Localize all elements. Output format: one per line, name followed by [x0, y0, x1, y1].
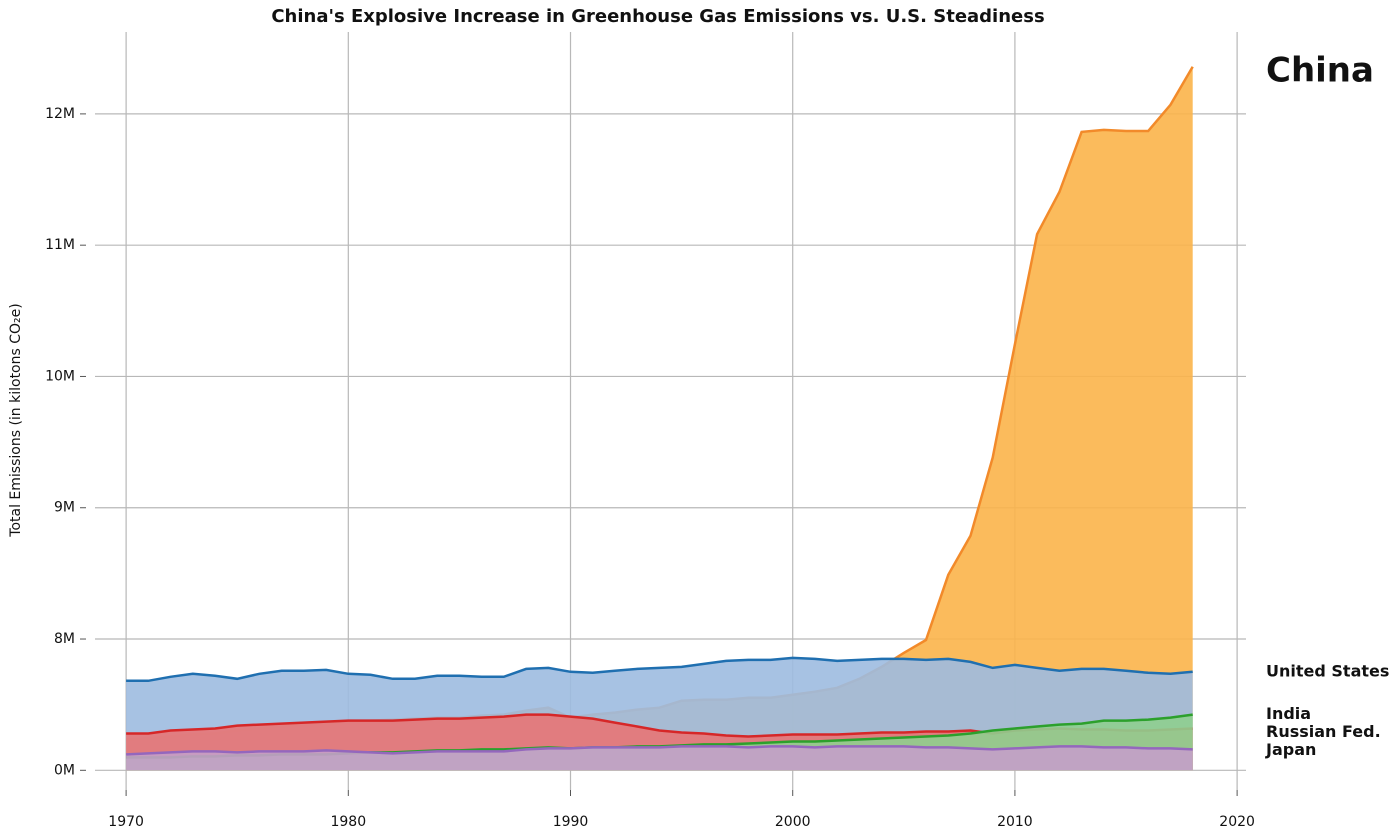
- x-tick-label: 2000: [775, 814, 811, 830]
- line: [126, 745, 1193, 756]
- legend-label: India: [1266, 704, 1311, 723]
- area: [126, 746, 1193, 771]
- y-axis-label: Total Emissions (in kilotons CO₂e): [8, 303, 24, 537]
- x-tick-label: 1970: [108, 814, 144, 830]
- x-tick-label: 1990: [553, 814, 589, 830]
- y-tick-label: 11M: [45, 237, 75, 253]
- x-tick-label: 1980: [330, 814, 366, 830]
- x-tick-label: 2020: [1219, 814, 1255, 830]
- y-tick-label: 10M: [45, 368, 75, 384]
- y-tick-label: 12M: [45, 106, 75, 122]
- legend-label: China: [1266, 50, 1374, 90]
- legend-label: United States: [1266, 661, 1389, 680]
- legend-label: Japan: [1265, 740, 1316, 759]
- legend-label: Russian Fed.: [1266, 722, 1381, 741]
- x-tick-label: 2010: [997, 814, 1033, 830]
- chart-title: China's Explosive Increase in Greenhouse…: [271, 6, 1044, 27]
- y-tick-label: 0M: [54, 762, 75, 778]
- line: [126, 656, 1193, 683]
- area: [126, 66, 1193, 771]
- y-tick-label: 9M: [54, 500, 75, 516]
- y-tick-label: 8M: [54, 631, 75, 647]
